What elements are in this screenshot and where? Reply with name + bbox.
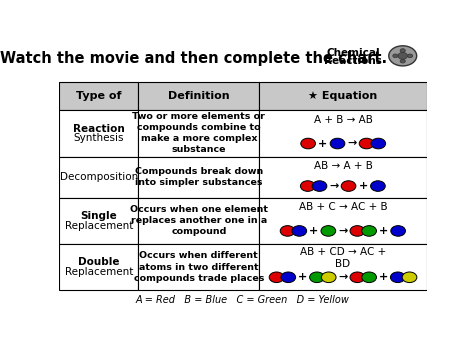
Bar	[259, 82, 427, 110]
Text: AB + CD → AC +
BD: AB + CD → AC + BD	[300, 247, 386, 269]
Bar	[138, 110, 259, 157]
Text: Two or more elements or
compounds combine to
make a more complex
substance: Two or more elements or compounds combin…	[132, 112, 265, 154]
Circle shape	[359, 138, 374, 149]
Circle shape	[389, 46, 417, 66]
Bar	[59, 82, 138, 110]
Circle shape	[269, 272, 284, 282]
Text: +: +	[379, 226, 388, 236]
Circle shape	[341, 181, 356, 191]
Text: →: →	[338, 226, 348, 236]
Text: +: +	[318, 139, 328, 149]
Circle shape	[362, 272, 376, 282]
Text: A = Red   B = Blue   C = Green   D = Yellow: A = Red B = Blue C = Green D = Yellow	[136, 294, 350, 304]
Bar	[59, 244, 138, 290]
Text: Compounds break down
into simpler substances: Compounds break down into simpler substa…	[135, 167, 263, 187]
Text: Reaction: Reaction	[73, 123, 125, 133]
Text: A + B → AB: A + B → AB	[314, 115, 373, 125]
Text: Decomposition: Decomposition	[60, 172, 138, 182]
Text: Type of: Type of	[76, 91, 121, 101]
Circle shape	[312, 181, 327, 191]
Circle shape	[408, 54, 413, 58]
Text: Single: Single	[81, 211, 117, 221]
Text: →: →	[347, 139, 357, 149]
Circle shape	[321, 226, 336, 236]
Circle shape	[402, 272, 417, 282]
Circle shape	[371, 138, 386, 149]
Text: +: +	[298, 272, 307, 282]
Text: +: +	[359, 181, 368, 191]
Circle shape	[280, 226, 295, 236]
Text: Occurs when different
atoms in two different
compounds trade places: Occurs when different atoms in two diffe…	[134, 251, 264, 283]
Text: →: →	[329, 181, 338, 191]
Bar	[259, 197, 427, 244]
Bar	[138, 244, 259, 290]
Text: +: +	[309, 226, 318, 236]
Circle shape	[310, 272, 324, 282]
Circle shape	[362, 226, 376, 236]
Circle shape	[391, 226, 405, 236]
Text: Definition: Definition	[168, 91, 230, 101]
Bar	[259, 244, 427, 290]
Circle shape	[350, 226, 365, 236]
Circle shape	[281, 272, 296, 282]
Text: AB → A + B: AB → A + B	[314, 161, 373, 171]
Circle shape	[391, 272, 405, 282]
Circle shape	[301, 181, 315, 191]
Text: Replacement: Replacement	[64, 221, 133, 230]
Circle shape	[400, 49, 405, 52]
Circle shape	[330, 138, 345, 149]
Circle shape	[321, 272, 336, 282]
Bar	[138, 157, 259, 197]
Circle shape	[398, 52, 408, 59]
Text: Reactions: Reactions	[324, 56, 382, 66]
Text: Replacement: Replacement	[64, 267, 133, 277]
Bar	[59, 157, 138, 197]
Text: AB + C → AC + B: AB + C → AC + B	[299, 202, 387, 212]
Circle shape	[350, 272, 365, 282]
Text: +: +	[379, 272, 388, 282]
Bar	[138, 197, 259, 244]
Bar	[59, 110, 138, 157]
Circle shape	[292, 226, 307, 236]
Text: Watch the movie and then complete the chart.: Watch the movie and then complete the ch…	[0, 51, 387, 66]
Circle shape	[371, 181, 385, 191]
Bar	[59, 197, 138, 244]
Text: Synthesis: Synthesis	[73, 133, 124, 143]
Text: →: →	[338, 272, 348, 282]
Circle shape	[393, 54, 398, 58]
Text: Double: Double	[78, 257, 119, 267]
Circle shape	[400, 59, 405, 63]
Bar	[259, 157, 427, 197]
Text: Occurs when one element
replaces another one in a
compound: Occurs when one element replaces another…	[130, 205, 268, 236]
Text: Chemical: Chemical	[326, 48, 380, 58]
Bar	[138, 82, 259, 110]
Text: ★ Equation: ★ Equation	[309, 91, 378, 101]
Bar	[259, 110, 427, 157]
Circle shape	[301, 138, 316, 149]
